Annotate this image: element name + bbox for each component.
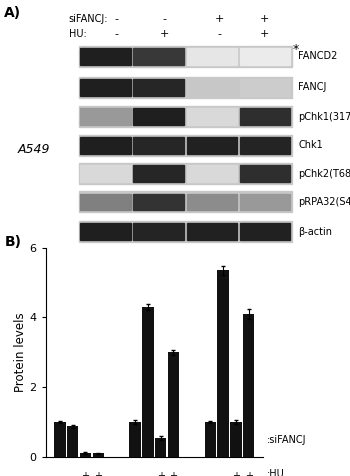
- Bar: [133, 165, 184, 182]
- Text: *: *: [292, 43, 299, 56]
- Text: -: -: [58, 471, 62, 476]
- Text: -: -: [115, 14, 119, 24]
- Bar: [133, 223, 184, 240]
- Text: +: +: [94, 471, 102, 476]
- Bar: [240, 79, 290, 96]
- Text: HU:: HU:: [69, 30, 86, 40]
- Text: β-actin: β-actin: [299, 227, 332, 237]
- Bar: [240, 165, 290, 182]
- Text: +: +: [259, 14, 269, 24]
- Bar: [133, 79, 184, 96]
- Text: Chk1: Chk1: [299, 140, 323, 150]
- Bar: [79, 77, 292, 98]
- Bar: [133, 109, 184, 125]
- Text: FANCJ: FANCJ: [299, 82, 327, 92]
- Bar: [187, 79, 237, 96]
- Text: +: +: [245, 471, 253, 476]
- Bar: [79, 135, 292, 156]
- Bar: [240, 194, 290, 210]
- Bar: [80, 223, 131, 240]
- Text: +: +: [160, 30, 169, 40]
- Text: -: -: [133, 471, 137, 476]
- Bar: [217, 270, 229, 457]
- Text: pChk1(317): pChk1(317): [299, 112, 350, 122]
- Text: +: +: [259, 30, 269, 40]
- Text: -: -: [71, 471, 75, 476]
- Bar: [187, 223, 237, 240]
- Text: -: -: [218, 30, 222, 40]
- Bar: [133, 194, 184, 210]
- Bar: [187, 194, 237, 210]
- Bar: [79, 46, 292, 67]
- Bar: [54, 422, 66, 457]
- Bar: [205, 422, 216, 457]
- Text: pRPA32(S4/8): pRPA32(S4/8): [299, 197, 350, 207]
- Bar: [80, 194, 131, 210]
- Bar: [133, 137, 184, 154]
- Bar: [92, 454, 104, 457]
- Bar: [187, 109, 237, 125]
- Bar: [187, 137, 237, 154]
- Bar: [240, 223, 290, 240]
- Bar: [79, 221, 292, 242]
- Bar: [79, 163, 292, 184]
- Bar: [67, 426, 78, 457]
- Bar: [240, 109, 290, 125]
- Bar: [130, 422, 141, 457]
- Text: :HU: :HU: [267, 469, 285, 476]
- Bar: [240, 48, 290, 65]
- Bar: [80, 109, 131, 125]
- Text: +: +: [169, 471, 177, 476]
- Bar: [79, 107, 292, 127]
- Text: +: +: [215, 14, 224, 24]
- Text: -: -: [209, 471, 212, 476]
- Text: pChk2(T68): pChk2(T68): [299, 169, 350, 178]
- Bar: [155, 438, 167, 457]
- Bar: [142, 307, 154, 457]
- Text: B): B): [4, 235, 21, 249]
- Text: A549: A549: [17, 142, 50, 156]
- Bar: [240, 137, 290, 154]
- Text: FANCD2: FANCD2: [299, 51, 338, 61]
- Text: siFANCJ:: siFANCJ:: [69, 14, 108, 24]
- Text: -: -: [163, 14, 167, 24]
- Bar: [80, 165, 131, 182]
- Text: +: +: [82, 471, 90, 476]
- Bar: [80, 453, 91, 457]
- Text: +: +: [232, 471, 240, 476]
- Y-axis label: Protein levels: Protein levels: [14, 312, 27, 392]
- Bar: [168, 352, 179, 457]
- Bar: [187, 165, 237, 182]
- Bar: [133, 48, 184, 65]
- Text: +: +: [157, 471, 165, 476]
- Bar: [230, 422, 241, 457]
- Bar: [243, 314, 254, 457]
- Bar: [79, 191, 292, 212]
- Text: -: -: [146, 471, 150, 476]
- Bar: [187, 48, 237, 65]
- Text: -: -: [222, 471, 225, 476]
- Bar: [80, 137, 131, 154]
- Text: A): A): [4, 6, 21, 20]
- Text: :siFANCJ: :siFANCJ: [267, 435, 306, 445]
- Bar: [80, 48, 131, 65]
- Bar: [80, 79, 131, 96]
- Text: -: -: [115, 30, 119, 40]
